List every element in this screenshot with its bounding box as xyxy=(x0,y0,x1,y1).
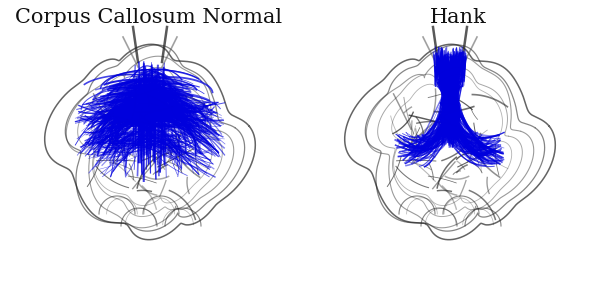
Polygon shape xyxy=(344,44,556,240)
Text: Hank: Hank xyxy=(430,8,487,27)
Text: Corpus Callosum Normal: Corpus Callosum Normal xyxy=(15,8,282,27)
Polygon shape xyxy=(44,44,256,240)
